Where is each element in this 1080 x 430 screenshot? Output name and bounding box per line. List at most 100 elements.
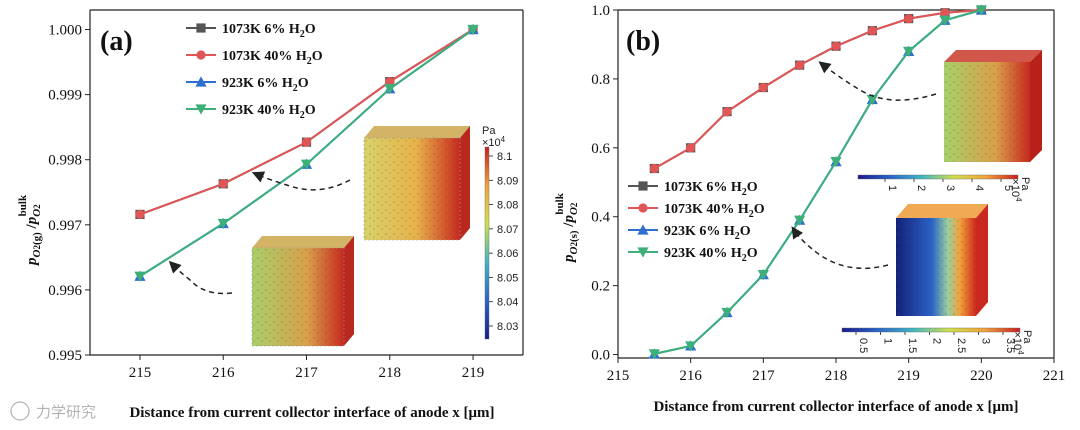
panel-a-arrow-upper xyxy=(251,171,351,191)
panel-b-colorbar-bottom-tick-label: 2 xyxy=(931,338,943,344)
panel-a-legend-label: 923K 40% H2O xyxy=(222,103,316,121)
panel-b-legend-marker xyxy=(637,224,649,235)
panel-b-series-line xyxy=(653,9,982,170)
panel-b-data-point xyxy=(866,94,878,106)
panel-b-series-line xyxy=(654,9,982,355)
watermark: 力学研究 xyxy=(10,401,96,421)
panel-a-legend-marker xyxy=(195,76,207,87)
panel-b-y-axis-title: pO2(s) /pO2bulk xyxy=(554,192,580,264)
panel-a-legend-label: 1073K 40% H2O xyxy=(222,49,323,67)
panel-b-y-tick-label: 1.0 xyxy=(591,3,610,19)
watermark-text: 力学研究 xyxy=(36,403,96,421)
panel-b-legend-label: 923K 6% H2O xyxy=(664,224,751,242)
panel-a-x-tick-label: 215 xyxy=(129,365,152,381)
panel-b-colorbar-bottom-tick-label: 3.5 xyxy=(1004,338,1016,353)
panel-a-x-tick-label: 217 xyxy=(295,365,318,381)
panel-b-y-tick-label: 0.0 xyxy=(591,348,610,364)
panel-b-data-point xyxy=(686,143,696,153)
panel-a-x-tick-label: 218 xyxy=(379,365,402,381)
panel-a-data-point xyxy=(218,179,228,189)
panel-a-ticks: 215 216 217 218 219 0.995 0.996 0.997 0.998 0.999… xyxy=(48,23,484,381)
panel-b-data-point xyxy=(867,26,877,36)
panel-b-data-point xyxy=(904,14,914,24)
panel-b-colorbar-bottom-tick-label: 2.5 xyxy=(955,338,967,353)
panel-b-data-point xyxy=(794,215,806,226)
panel-b-data-point xyxy=(940,8,950,18)
panel-b-colorbar-top-title: Pa×104 xyxy=(1009,177,1031,202)
panel-a-legend: 1073K 6% H2O 1073K 40% H2O 923K 6% H2O 923K… xyxy=(186,22,323,121)
panel-b-cube-lower xyxy=(896,204,988,316)
panel-a-series xyxy=(134,23,479,282)
panel-b-x-axis-title: Distance from current collector interfac… xyxy=(653,399,1018,415)
panel-a-y-axis-title: pO2(g) /pO2bulk xyxy=(17,194,43,267)
panel-b-data-point xyxy=(648,349,660,360)
panel-a-x-tick-label: 219 xyxy=(462,365,485,381)
panel-b-legend-label: 1073K 6% H2O xyxy=(664,180,758,198)
panel-a-colorbar-tick-label: 8.08 xyxy=(497,200,518,212)
panel-a-colorbar-exponent: ×104 xyxy=(482,135,506,149)
panel-b-data-point xyxy=(975,5,987,16)
panel-b-label: (b) xyxy=(626,26,660,57)
panel-b-legend-marker xyxy=(638,181,648,191)
panel-b-colorbar-bottom-tick-label: 1.5 xyxy=(906,338,918,353)
panel-a-label: (a) xyxy=(100,26,133,57)
panel-b-data-point xyxy=(903,46,915,57)
panel-b-colorbar-bottom-tick-label: 1 xyxy=(882,338,894,344)
panel-a-colorbar-tick-label: 8.06 xyxy=(497,248,518,260)
panel-b-colorbar-top-tick-label: 3 xyxy=(944,185,956,191)
panel-b-arrow-lower xyxy=(791,226,889,270)
panel-a-y-tick-label: 0.995 xyxy=(48,348,82,364)
panel-b-x-tick-label: 221 xyxy=(1043,368,1066,384)
panel-b-colorbar-top: 1 2 3 4 5 Pa×104 xyxy=(857,174,1031,202)
panel-b-data-point xyxy=(649,163,659,174)
panel-b-x-tick-label: 215 xyxy=(607,368,630,384)
panel-b-colorbar-top-tick-label: 4 xyxy=(973,185,985,191)
panel-b-y-tick-label: 0.6 xyxy=(591,141,610,157)
panel-b-x-tick-label: 218 xyxy=(825,368,848,384)
panel-a-data-point xyxy=(217,218,229,230)
panel-a-legend-marker xyxy=(196,23,206,33)
panel-a-colorbar-tick-label: 8.1 xyxy=(497,151,512,163)
panel-a-colorbar-tick-label: 8.09 xyxy=(497,175,518,187)
panel-a-x-axis-title: Distance from current collector interfac… xyxy=(129,405,494,421)
panel-a: 215 216 217 218 219 0.995 0.996 0.997 0.998 0.999… xyxy=(17,9,524,421)
panel-b-data-point xyxy=(831,41,841,51)
panel-b-colorbar-top-tick-label: 2 xyxy=(915,185,927,191)
panel-b-data-point xyxy=(721,307,733,319)
panel-b-series-line xyxy=(653,9,982,170)
panel-b-legend-marker xyxy=(637,247,649,258)
panel-b-series xyxy=(648,4,987,360)
panel-b-x-tick-label: 219 xyxy=(897,368,920,384)
panel-b-data-point xyxy=(939,15,951,26)
panel-a-legend-label: 1073K 6% H2O xyxy=(222,22,316,40)
panel-a-cube-upper xyxy=(363,126,470,241)
panel-b-data-point xyxy=(758,82,768,93)
panel-a-colorbar-tick-label: 8.07 xyxy=(497,224,518,236)
panel-b-arrow-upper xyxy=(818,61,937,101)
panel-b-cube-upper xyxy=(944,50,1042,162)
panel-a-data-point xyxy=(300,159,313,170)
panel-a-legend-marker xyxy=(195,104,207,115)
panel-a-x-tick-label: 216 xyxy=(212,365,235,381)
panel-b-legend-marker xyxy=(638,203,648,213)
panel-b-colorbar-bottom: 0.5 1 1.5 2 2.5 3 3.5 Pa×104 xyxy=(841,327,1033,355)
panel-b-y-tick-label: 0.2 xyxy=(591,279,610,295)
panel-b-colorbar-top-tick-label: 5 xyxy=(1002,185,1014,191)
panel-b-data-point xyxy=(795,60,805,70)
panel-b-legend: 1073K 6% H2O 1073K 40% H2O 923K 6% H2O 923K… xyxy=(628,180,765,264)
panel-a-colorbar-tick-label: 8.05 xyxy=(497,272,518,284)
panel-a-data-point xyxy=(134,271,146,282)
panel-a-arrow-lower xyxy=(168,260,233,295)
panel-b-data-point xyxy=(757,270,769,281)
panel-b-data-point xyxy=(685,341,697,352)
panel-b-x-tick-label: 217 xyxy=(752,368,775,384)
panel-b-colorbar-bottom-tick-label: 3 xyxy=(980,338,992,344)
panel-b-data-point xyxy=(830,157,842,168)
panel-a-legend-label: 923K 6% H2O xyxy=(222,76,309,94)
panel-a-data-point xyxy=(467,24,479,36)
panel-a-y-tick-label: 0.999 xyxy=(48,88,82,104)
panel-a-data-point xyxy=(385,77,395,87)
panel-b-colorbar-top-tick-label: 1 xyxy=(886,185,898,191)
panel-b-y-tick-label: 0.4 xyxy=(591,210,610,226)
